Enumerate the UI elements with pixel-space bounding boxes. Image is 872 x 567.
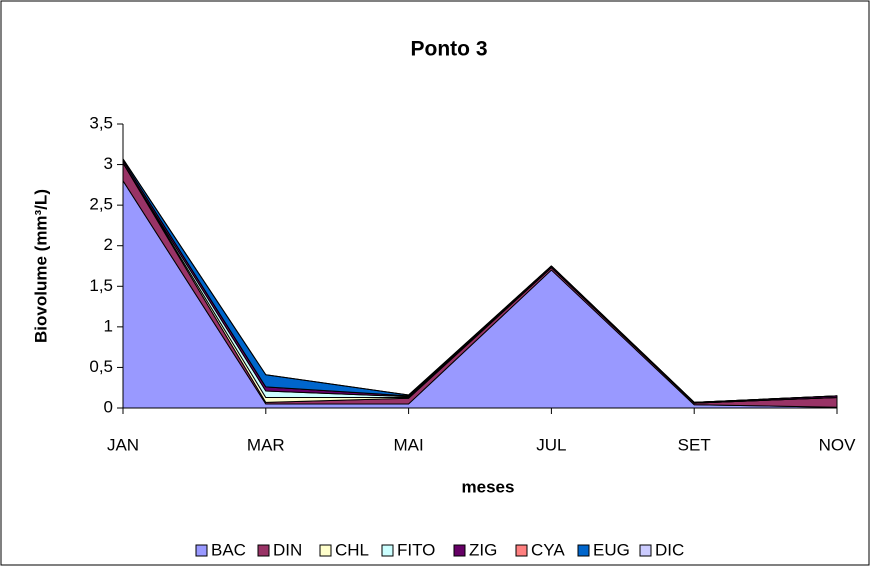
x-tick-label: JAN (107, 435, 139, 454)
legend-label: ZIG (469, 540, 497, 559)
x-tick-label: NOV (819, 435, 857, 454)
legend-swatch (195, 544, 208, 557)
legend-label: DIN (273, 540, 302, 559)
area (122, 158, 838, 403)
chart-title: Ponto 3 (411, 38, 488, 61)
x-tick-label: SET (678, 435, 711, 454)
legend-swatch (319, 544, 332, 557)
legend-swatch (257, 544, 270, 557)
legend-label: BAC (211, 540, 246, 559)
legend-label: EUG (593, 540, 630, 559)
legend-swatch (381, 544, 394, 557)
legend-swatch (515, 544, 528, 557)
x-tick-label: JUL (536, 435, 566, 454)
x-axis-label: meses (462, 477, 515, 496)
y-tick-label: 3 (104, 154, 113, 173)
y-tick-label: 2,5 (89, 195, 113, 214)
legend-label: DIC (655, 540, 684, 559)
legend-swatch (453, 544, 466, 557)
legend-label: FITO (397, 540, 435, 559)
y-tick-label: 0 (104, 397, 113, 416)
legend-label: CHL (335, 540, 369, 559)
legend-swatch (577, 544, 590, 557)
y-axis-label: Biovolume (mm³/L) (31, 189, 50, 343)
legend-swatch (639, 544, 652, 557)
y-tick-label: 0,5 (89, 357, 113, 376)
y-tick-label: 3,5 (89, 113, 113, 132)
legend-label: CYA (531, 540, 565, 559)
x-tick-label: MAI (393, 435, 423, 454)
y-tick-label: 1 (104, 316, 113, 335)
y-tick-label: 1,5 (89, 276, 113, 295)
x-tick-label: MAR (247, 435, 285, 454)
y-tick-label: 2 (104, 235, 113, 254)
